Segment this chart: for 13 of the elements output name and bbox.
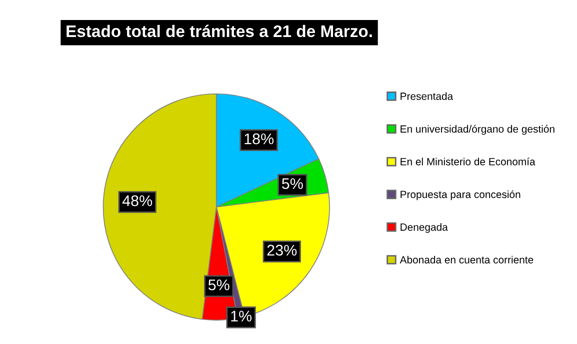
- data-label: 18%: [244, 133, 274, 144]
- data-label: 48%: [122, 195, 152, 206]
- data-label: 23%: [267, 244, 297, 256]
- legend-label: En el Ministerio de Economía: [400, 158, 536, 166]
- legend-label: Denegada: [400, 223, 448, 233]
- legend-label: Presentada: [400, 92, 454, 100]
- legend-label: Propuesta para concesión: [400, 190, 520, 200]
- legend-label: En universidad/órgano de gestión: [400, 124, 554, 135]
- data-label: 5%: [208, 280, 230, 290]
- data-label: 5%: [282, 178, 303, 190]
- legend-label: Abonada en cuenta corriente: [400, 256, 534, 264]
- chart-title: Estado total de trámites a 21 de Marzo.: [66, 24, 372, 38]
- data-label: 1%: [231, 310, 252, 322]
